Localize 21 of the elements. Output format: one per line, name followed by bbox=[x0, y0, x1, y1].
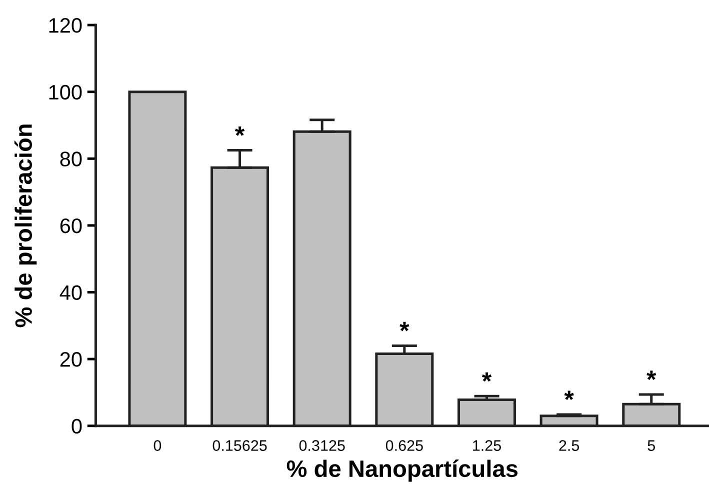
x-tick-label: 0.3125 bbox=[299, 440, 345, 451]
x-tick-label: 1.25 bbox=[473, 440, 501, 451]
annotation: * bbox=[400, 322, 410, 332]
x-tick-label: 0 bbox=[154, 440, 162, 451]
y-tick-label: 80 bbox=[60, 152, 82, 166]
x-tick-label: 0.15625 bbox=[212, 440, 267, 451]
y-tick-label: 120 bbox=[49, 18, 82, 33]
y-tick-label: 40 bbox=[60, 285, 82, 300]
x-axis-title: % de Nanopartículas bbox=[286, 460, 518, 482]
x-tick-label: 5 bbox=[648, 440, 655, 451]
annotation: * bbox=[234, 126, 245, 136]
y-axis-title: % de proliferación bbox=[14, 124, 37, 328]
annotation: * bbox=[482, 372, 492, 382]
y-tick-label: 60 bbox=[60, 218, 82, 234]
y-tick-label: 20 bbox=[60, 352, 82, 367]
y-tick-label: 100 bbox=[49, 84, 82, 100]
x-tick-label: 2.5 bbox=[559, 440, 580, 451]
y-tick-label: 0 bbox=[72, 418, 82, 434]
annotation: * bbox=[564, 390, 574, 400]
x-tick-label: 0.625 bbox=[386, 440, 423, 451]
annotation: * bbox=[646, 370, 656, 380]
